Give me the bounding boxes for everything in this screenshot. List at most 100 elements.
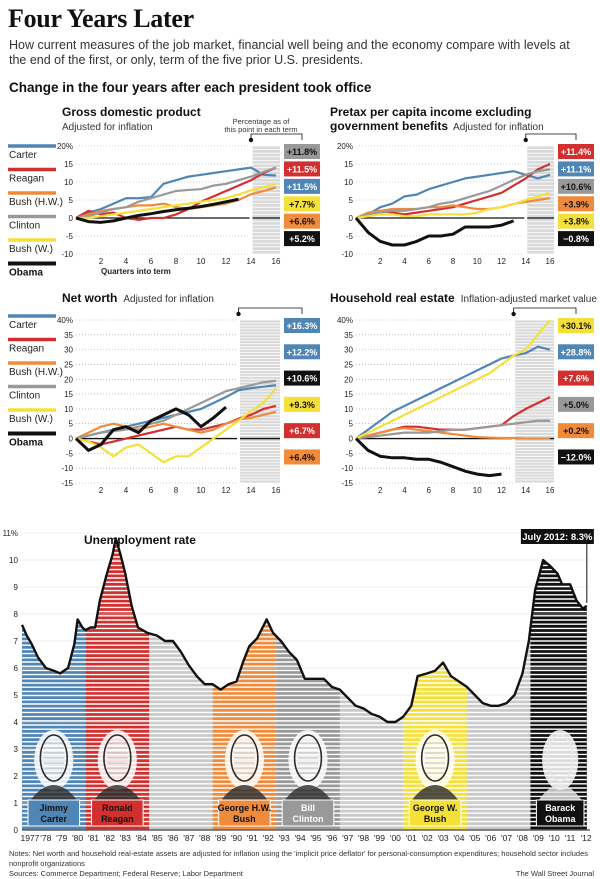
- y-tick-label: 35: [344, 331, 353, 340]
- value-badge: [558, 370, 594, 386]
- series-line-clinton: [355, 168, 551, 220]
- page-title: Four Years Later: [8, 4, 194, 33]
- x-tick-label: '85: [152, 833, 163, 843]
- value-badge-label: +9.3%: [289, 400, 315, 410]
- x-tick-label: '09: [533, 833, 544, 843]
- unemployment-chart: 11%1098765432101977'78'79'80'81'82'83'84…: [3, 529, 594, 843]
- y-tick-label: 20: [344, 375, 353, 384]
- x-tick-label: 12: [222, 486, 231, 495]
- series-line-bushw: [75, 387, 277, 464]
- value-badge-label: +0.2%: [563, 426, 589, 436]
- x-tick-label: '12: [580, 833, 591, 843]
- series-line-bushhw: [75, 410, 277, 440]
- annotation-text: this point in each term: [224, 125, 297, 134]
- chart-panel-4: Household real estate Inflation-adjusted …: [330, 291, 597, 495]
- y-tick-label: 15: [344, 390, 353, 399]
- x-tick-label: '05: [469, 833, 480, 843]
- president-nameplate: [27, 799, 81, 827]
- y-tick-label: 0: [349, 214, 354, 223]
- x-axis-label: Quarters into term: [101, 267, 171, 276]
- x-tick-label: '82: [104, 833, 115, 843]
- annotation-bracket: [250, 133, 303, 140]
- chart-panel-2: Pretax per capita income excludinggovern…: [330, 105, 594, 266]
- x-tick-label: '00: [390, 833, 401, 843]
- x-tick-label: '97: [342, 833, 353, 843]
- value-badge: [558, 423, 594, 439]
- legend-label: Carter: [9, 320, 37, 331]
- president-name: Ronald: [102, 803, 133, 813]
- y-tick-label: 30: [64, 346, 73, 355]
- legend-label: Obama: [9, 438, 43, 449]
- y-tick-label: 6: [14, 664, 19, 673]
- x-tick-label: 14: [247, 257, 256, 266]
- x-tick-label: 6: [149, 486, 154, 495]
- value-badge: [284, 231, 320, 247]
- president-nameplate: [535, 799, 585, 827]
- x-tick-label: '03: [437, 833, 448, 843]
- y-tick-label: 10: [64, 405, 73, 414]
- x-tick-label: 2: [99, 486, 104, 495]
- legend-label: Bush (H.W.): [9, 197, 63, 208]
- series-line-clinton: [355, 419, 550, 440]
- value-badge: [284, 396, 320, 412]
- y-tick-label: 30: [344, 346, 353, 355]
- y-tick-label: 5: [349, 196, 354, 205]
- y-tick-label: 20: [64, 375, 73, 384]
- x-tick-label: '80: [72, 833, 83, 843]
- annotation-bracket: [525, 133, 577, 140]
- y-tick-label: 5: [69, 196, 74, 205]
- x-tick-label: 10: [197, 257, 206, 266]
- president-name: Reagan: [101, 814, 134, 824]
- x-tick-label: 4: [124, 486, 129, 495]
- value-badge: [284, 344, 320, 360]
- chart-title: Pretax per capita income excluding: [330, 105, 531, 119]
- value-badge-label: +11.5%: [287, 182, 317, 192]
- president-name: Jimmy: [40, 803, 69, 813]
- series-line-carter: [75, 166, 277, 220]
- series-line-obama: [354, 217, 515, 247]
- y-tick-label: 25: [344, 360, 353, 369]
- annotation-text: Percentage as of: [233, 117, 291, 126]
- x-tick-label: '90: [231, 833, 242, 843]
- legend-label: Carter: [9, 150, 37, 161]
- x-tick-label: '88: [199, 833, 210, 843]
- series-line-bushw: [355, 191, 551, 220]
- value-badge: [284, 370, 320, 386]
- y-tick-label: 8: [14, 610, 19, 619]
- y-tick-label: 2: [14, 772, 19, 781]
- president-nameplate: [218, 799, 271, 827]
- value-badge: [284, 318, 320, 333]
- value-badge-label: +3.8%: [563, 217, 589, 227]
- x-tick-label: 1977: [20, 833, 39, 843]
- y-tick-label: 40%: [337, 316, 353, 325]
- y-tick-label: -10: [61, 250, 73, 259]
- value-badge-label: +10.6%: [561, 182, 592, 192]
- x-tick-label: 10: [473, 257, 482, 266]
- series-line-obama: [75, 197, 239, 224]
- chart-panel-1: Gross domestic product Adjusted for infla…: [57, 105, 320, 276]
- notes-text: Notes: Net worth and household real-esta…: [9, 849, 589, 868]
- annotation-bracket: [513, 307, 577, 314]
- x-tick-label: '94: [295, 833, 306, 843]
- chart-title: government benefits Adjusted for inflatio…: [330, 119, 544, 133]
- y-tick-label: 0: [349, 435, 354, 444]
- y-tick-label: 0: [14, 826, 19, 835]
- x-tick-label: 14: [521, 257, 530, 266]
- x-tick-label: 4: [402, 486, 407, 495]
- value-badge: [284, 178, 320, 194]
- value-badge-label: +6.6%: [289, 217, 315, 227]
- president-name: Clinton: [292, 814, 323, 824]
- x-tick-label: 10: [197, 486, 206, 495]
- portrait-shoulders: [94, 785, 141, 800]
- y-tick-label: 20%: [57, 142, 73, 151]
- legend-label: Bush (H.W.): [9, 367, 63, 378]
- y-tick-label: 9: [14, 583, 19, 592]
- series-line-clinton: [75, 166, 277, 220]
- latest-value-label: July 2012: 8.3%: [522, 532, 593, 543]
- x-tick-label: 6: [149, 257, 154, 266]
- x-tick-label: 4: [124, 257, 129, 266]
- y-tick-label: -10: [341, 464, 353, 473]
- legend-label: Reagan: [9, 174, 44, 185]
- x-tick-label: '93: [279, 833, 290, 843]
